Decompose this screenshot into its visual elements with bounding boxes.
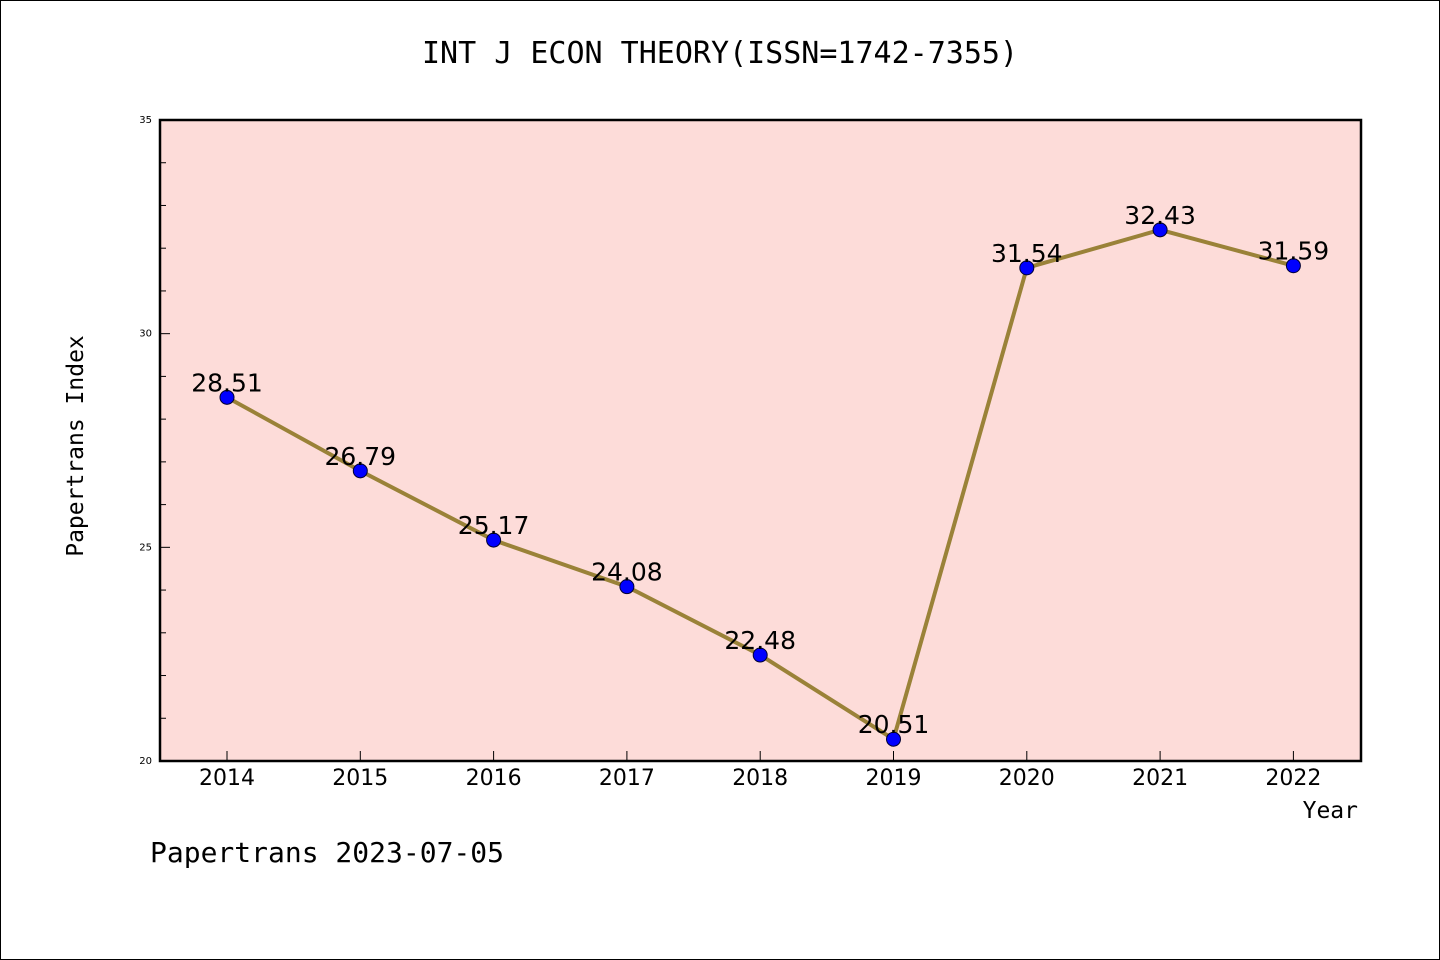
y-tick-label: 20: [139, 756, 152, 767]
x-tick-label: 2018: [732, 766, 788, 791]
plot-border: [158, 118, 1363, 763]
data-label: 20.51: [858, 710, 930, 739]
x-axis: 2014 2015 2016 2017 2018 2019 2020 2021 2022: [199, 751, 1321, 791]
data-label: 25.17: [458, 511, 530, 540]
data-point: [219, 389, 235, 405]
x-tick-label: 2022: [1265, 766, 1321, 791]
data-point: [1285, 258, 1301, 274]
series-layer: 28.51 26.79 25.17 24.08 22.48 20.51 31.54 32.43…: [191, 201, 1330, 747]
x-tick-label: 2017: [599, 766, 655, 791]
data-label: 24.08: [591, 558, 663, 587]
x-tick-label: 2020: [999, 766, 1055, 791]
data-point: [352, 463, 368, 479]
data-label: 32.43: [1124, 201, 1196, 230]
y-tick-label: 35: [139, 115, 152, 126]
x-axis-title: Year: [1302, 798, 1358, 824]
data-label: 31.59: [1258, 237, 1330, 266]
x-tick-label: 2021: [1132, 766, 1188, 791]
x-tick-label: 2016: [466, 766, 522, 791]
data-label: 22.48: [724, 626, 796, 655]
x-tick-label: 2019: [866, 766, 922, 791]
data-point: [752, 647, 768, 663]
data-point: [619, 579, 635, 595]
data-label: 31.54: [991, 239, 1063, 268]
y-tick-label: 25: [139, 542, 152, 553]
data-point: [1152, 222, 1168, 238]
data-point: [1019, 260, 1035, 276]
data-label: 28.51: [191, 368, 263, 397]
data-point: [486, 532, 502, 548]
x-tick-label: 2015: [332, 766, 388, 791]
footer-date: Papertrans 2023-07-05: [150, 836, 505, 869]
y-tick-label: 30: [139, 329, 152, 340]
data-label: 26.79: [325, 442, 397, 471]
data-point: [886, 731, 901, 747]
x-tick-label: 2014: [199, 766, 255, 791]
chart-title: INT J ECON THEORY(ISSN=1742-7355): [421, 36, 1019, 71]
